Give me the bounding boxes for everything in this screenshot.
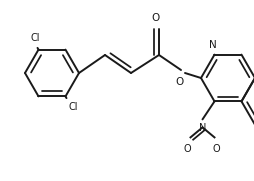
Text: N: N — [208, 40, 216, 50]
Text: N: N — [198, 123, 205, 133]
Text: O: O — [212, 144, 219, 154]
Text: Cl: Cl — [68, 102, 78, 112]
Text: O: O — [175, 77, 183, 87]
Text: Cl: Cl — [31, 33, 40, 43]
Text: O: O — [151, 13, 159, 23]
Text: O: O — [183, 144, 190, 154]
